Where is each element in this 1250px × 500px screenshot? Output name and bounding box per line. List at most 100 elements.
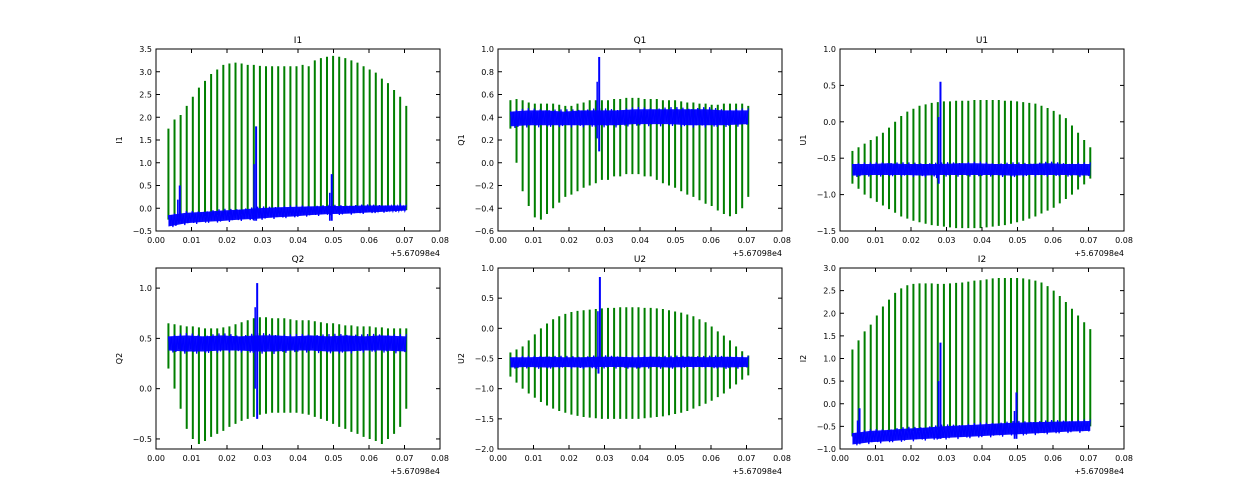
y-tick-label: 0.0 (139, 204, 152, 213)
x-tick-label: 0.02 (218, 236, 236, 245)
x-offset-label: +5.67098e4 (390, 467, 440, 476)
series-green-spikes (851, 277, 1092, 437)
x-tick-label: 0.06 (360, 454, 378, 463)
x-tick-label: 0.01 (867, 236, 885, 245)
x-offset-label: +5.67098e4 (390, 249, 440, 258)
x-tick-label: 0.03 (938, 236, 956, 245)
x-tick-label: 0.08 (431, 236, 449, 245)
x-tick-label: 0.06 (702, 236, 720, 245)
y-tick-label: −0.5 (133, 435, 152, 444)
y-tick-label: 2.0 (139, 113, 152, 122)
plot-area (156, 268, 440, 449)
y-tick-label: −0.5 (817, 422, 836, 431)
x-tick-label: 0.08 (773, 236, 791, 245)
subplot-u2: 0.00 0.01 0.02 0.03 0.04 0.05 0.06 0.07 0.08 −2.0… (457, 255, 791, 476)
y-tick-label: −0.6 (475, 227, 494, 236)
series-blue-band (851, 342, 1091, 446)
x-tick-label: 0.01 (867, 454, 885, 463)
y-axis-label: U1 (799, 135, 808, 146)
band-texture (167, 202, 407, 228)
plot-area (840, 49, 1124, 231)
y-tick-label: −0.5 (817, 154, 836, 163)
plot-marks (509, 277, 750, 419)
x-tick-label: 0.02 (560, 454, 578, 463)
y-tick-label: 3.5 (139, 45, 152, 54)
y-axis-label: Q2 (115, 353, 124, 364)
y-axis-label: U2 (457, 353, 466, 364)
x-tick-label: 0.06 (360, 236, 378, 245)
x-tick-label: 0.00 (147, 454, 165, 463)
x-tick-label: 0.07 (738, 236, 756, 245)
y-tick-label: −0.5 (133, 227, 152, 236)
y-tick-label: 0.5 (823, 81, 836, 90)
x-tick-label: 0.08 (1115, 454, 1133, 463)
x-offset-label: +5.67098e4 (732, 467, 782, 476)
x-tick-label: 0.06 (702, 454, 720, 463)
subplot-title: I2 (978, 255, 986, 265)
y-tick-label: 1.0 (823, 355, 836, 364)
y-tick-label: 2.5 (823, 287, 836, 296)
y-axis-label: I1 (115, 136, 124, 143)
x-tick-label: 0.03 (596, 236, 614, 245)
y-tick-label: 1.0 (823, 45, 836, 54)
y-tick-label: −2.0 (475, 445, 494, 454)
y-tick-label: 0.0 (139, 385, 152, 394)
x-tick-label: 0.04 (973, 236, 991, 245)
y-tick-label: 1.0 (139, 284, 152, 293)
series-blue-band (851, 81, 1091, 184)
y-tick-label: −1.5 (817, 227, 836, 236)
x-tick-label: 0.08 (773, 454, 791, 463)
x-tick-label: 0.08 (431, 454, 449, 463)
x-tick-label: 0.03 (254, 236, 272, 245)
subplot-title: Q2 (292, 255, 305, 265)
series-blue-band (509, 277, 749, 374)
x-tick-label: 0.00 (489, 454, 507, 463)
y-tick-label: 0.0 (823, 118, 836, 127)
subplot-u1: 0.00 0.01 0.02 0.03 0.04 0.05 0.06 0.07 0.08 −1.5… (799, 36, 1133, 258)
x-tick-label: 0.03 (596, 454, 614, 463)
x-tick-label: 0.05 (667, 454, 685, 463)
band-texture (509, 107, 749, 128)
y-tick-label: 1.0 (481, 45, 494, 54)
x-tick-label: 0.03 (938, 454, 956, 463)
x-offset-label: +5.67098e4 (1074, 467, 1124, 476)
series-blue-band (167, 283, 407, 419)
y-tick-label: −1.0 (817, 445, 836, 454)
x-tick-label: 0.07 (396, 236, 414, 245)
plot-marks (851, 81, 1092, 229)
y-tick-label: 3.0 (139, 68, 152, 77)
y-tick-label: 1.5 (823, 332, 836, 341)
x-tick-label: 0.07 (396, 454, 414, 463)
band-texture (509, 355, 749, 369)
x-tick-label: 0.05 (325, 236, 343, 245)
x-tick-label: 0.02 (902, 236, 920, 245)
subplot-i1: 0.00 0.01 0.02 0.03 0.04 0.05 0.06 0.07 0.08 −0.5… (115, 36, 449, 258)
subplot-i2: 0.00 0.01 0.02 0.03 0.04 0.05 0.06 0.07 0.08 −1.0… (799, 255, 1133, 476)
y-tick-label: 1.5 (139, 136, 152, 145)
x-tick-label: 0.05 (325, 454, 343, 463)
y-tick-label: −1.0 (475, 385, 494, 394)
y-tick-label: −1.5 (475, 415, 494, 424)
x-tick-label: 0.07 (1080, 454, 1098, 463)
y-axis-label: I2 (799, 355, 808, 362)
y-tick-label: 0.5 (139, 182, 152, 191)
y-tick-label: −0.5 (475, 355, 494, 364)
y-tick-label: 0.6 (481, 91, 494, 100)
y-tick-label: 0.4 (481, 113, 494, 122)
y-tick-label: 3.0 (823, 264, 836, 273)
plot-area (498, 49, 782, 231)
subplot-title: U1 (976, 36, 988, 46)
x-tick-label: 0.06 (1044, 454, 1062, 463)
band-area (852, 420, 1091, 445)
y-tick-label: 0.5 (481, 294, 494, 303)
plot-area (840, 268, 1124, 449)
x-tick-label: 0.01 (525, 236, 543, 245)
x-tick-label: 0.04 (289, 454, 307, 463)
x-tick-label: 0.07 (1080, 236, 1098, 245)
x-tick-label: 0.03 (254, 454, 272, 463)
y-tick-label: 2.5 (139, 91, 152, 100)
x-tick-label: 0.00 (489, 236, 507, 245)
y-tick-label: 0.2 (481, 136, 494, 145)
y-tick-label: −0.2 (475, 182, 494, 191)
subplot-q2: 0.00 0.01 0.02 0.03 0.04 0.05 0.06 0.07 0.08 −0.5… (115, 255, 449, 476)
